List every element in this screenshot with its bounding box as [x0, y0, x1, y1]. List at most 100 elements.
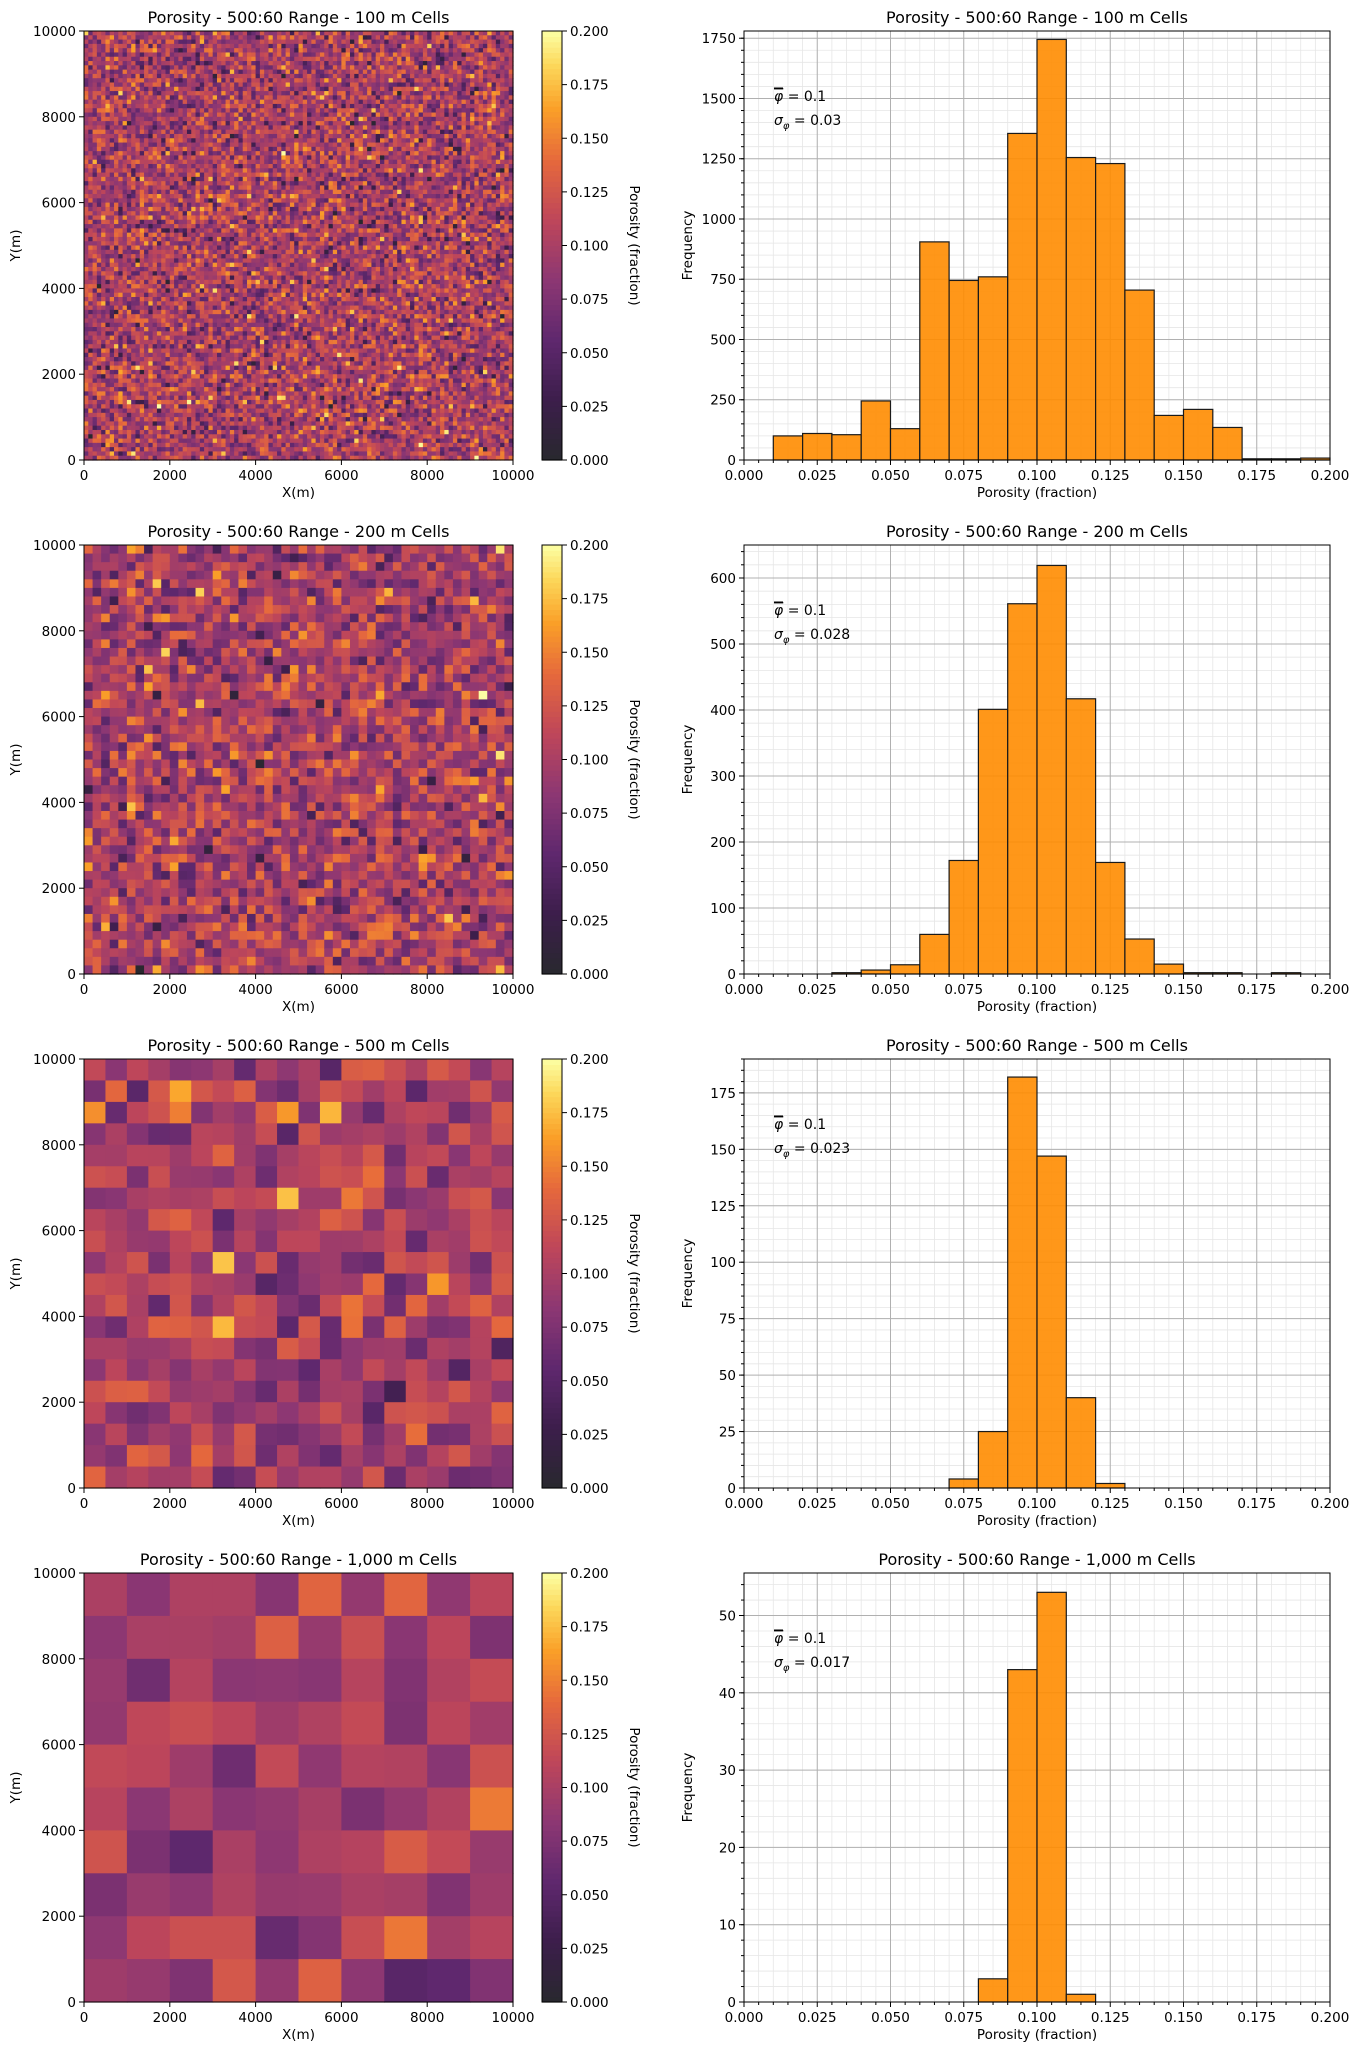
map-cell [208, 412, 214, 418]
map-cell [101, 357, 107, 362]
map-cell [118, 378, 124, 384]
map-cell [131, 408, 137, 414]
map-cell [88, 279, 94, 285]
map-cell [234, 168, 240, 174]
map-cell [101, 215, 107, 221]
map-cell [109, 78, 115, 84]
map-cell [126, 69, 132, 75]
map-cell [289, 103, 295, 109]
map-cell [268, 181, 274, 187]
map-cell [277, 357, 282, 362]
map-cell [294, 146, 300, 152]
map-cell [161, 245, 167, 251]
map-cell [84, 91, 89, 96]
map-cell [101, 224, 107, 229]
map-cell [225, 318, 231, 324]
map-cell [174, 163, 179, 169]
map-cell [96, 271, 102, 277]
map-cell [169, 254, 175, 259]
map-cell [277, 296, 282, 302]
map-cell [229, 451, 235, 457]
map-cell [259, 322, 265, 328]
map-cell [238, 412, 244, 418]
map-cell [225, 228, 231, 234]
map-cell [229, 176, 235, 182]
map-cell [118, 163, 124, 169]
map-cell [242, 155, 248, 161]
map-cell [255, 296, 261, 302]
map-cell [238, 314, 244, 320]
map-cell [212, 369, 218, 375]
map-cell [182, 43, 188, 49]
map-cell [122, 236, 128, 242]
map-cell [105, 133, 111, 139]
map-cell [195, 455, 201, 461]
map-cell [139, 194, 145, 199]
map-cell [212, 163, 218, 169]
map-cell [225, 108, 231, 114]
map-cell [122, 219, 128, 225]
map-cell [259, 292, 265, 298]
map-cell [216, 236, 222, 242]
map-cell [152, 151, 158, 157]
map-cell [114, 344, 119, 350]
map-cell [208, 348, 214, 354]
map-cell [285, 369, 291, 375]
map-cell [92, 69, 98, 75]
map-cell [259, 112, 265, 118]
map-cell [92, 52, 98, 58]
map-cell [221, 69, 227, 75]
map-cell [88, 339, 94, 345]
map-cell [109, 327, 115, 332]
map-cell [88, 56, 94, 62]
map-cell [251, 198, 257, 204]
map-cell [208, 374, 214, 380]
map-cell [182, 245, 188, 251]
map-cell [182, 378, 188, 384]
map-cell [281, 133, 287, 139]
map-cell [148, 146, 154, 152]
map-cell [272, 61, 278, 66]
map-cell [109, 142, 115, 148]
map-cell [208, 133, 214, 139]
map-cell [169, 271, 175, 277]
map-cell [195, 292, 201, 298]
map-cell [96, 125, 102, 131]
map-cell [148, 163, 154, 169]
map-cell [114, 86, 119, 92]
map-cell [84, 31, 89, 36]
map-cell [268, 206, 274, 212]
map-cell [165, 254, 171, 259]
map-cell [186, 382, 192, 388]
map-cell [277, 387, 282, 392]
map-cell [118, 382, 124, 388]
map-cell [264, 258, 270, 264]
map-cell [148, 189, 154, 195]
map-cell [174, 339, 179, 345]
map-cell [264, 284, 270, 289]
map-cell [131, 73, 137, 79]
map-cell [251, 408, 257, 414]
map-cell [156, 185, 162, 191]
map-cell [259, 181, 265, 187]
map-cell [255, 181, 261, 187]
map-cell [238, 95, 244, 101]
map-cell [169, 309, 175, 315]
map-cell [225, 129, 231, 135]
map-cell [96, 43, 102, 49]
map-cell [139, 202, 145, 208]
map-cell [144, 194, 149, 199]
map-cell [272, 266, 278, 272]
map-cell [186, 232, 192, 238]
map-cell [131, 327, 137, 332]
map-cell [251, 331, 257, 337]
map-cell [84, 78, 89, 84]
map-cell [178, 357, 184, 362]
map-cell [169, 339, 175, 345]
map-cell [199, 121, 205, 126]
map-cell [229, 314, 235, 320]
map-cell [191, 369, 197, 375]
map-cell [169, 121, 175, 126]
map-cell [182, 292, 188, 298]
map-cell [135, 99, 141, 105]
